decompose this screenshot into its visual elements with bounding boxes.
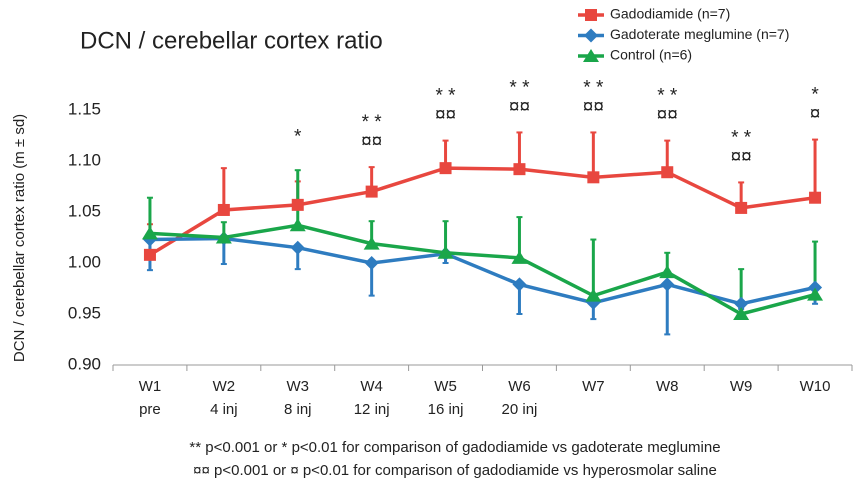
x-tick-label: W10: [800, 378, 831, 395]
x-tick-label: W3: [287, 378, 310, 395]
marker: [659, 265, 676, 279]
marker: [215, 230, 232, 244]
footnote: ¤¤ p<0.001 or ¤ p<0.01 for comparison of…: [193, 462, 717, 479]
x-tick-sublabel: 20 inj: [502, 401, 538, 418]
marker: [289, 218, 306, 232]
y-tick-label: 0.90: [68, 354, 101, 373]
x-tick-label: W1: [139, 378, 162, 395]
marker: [291, 198, 304, 211]
marker: [735, 201, 748, 214]
marker: [513, 163, 526, 176]
marker: [583, 49, 599, 62]
marker: [660, 277, 675, 292]
significance-saline: ¤¤: [731, 146, 752, 167]
marker: [734, 296, 749, 311]
series-line: [149, 223, 816, 316]
y-tick-label: 1.10: [68, 150, 101, 169]
x-tick-label: W7: [582, 378, 605, 395]
significance-saline: ¤¤: [583, 96, 604, 117]
x-tick-sublabel: 8 inj: [284, 401, 312, 418]
marker: [511, 250, 528, 264]
series-line: [149, 236, 816, 306]
marker: [807, 287, 824, 301]
x-tick-label: W6: [508, 378, 531, 395]
marker: [437, 245, 454, 259]
significance-saline: ¤¤: [361, 131, 382, 152]
x-tick-sublabel: 16 inj: [428, 401, 464, 418]
marker: [585, 9, 597, 21]
marker: [587, 171, 600, 184]
marker: [585, 288, 602, 302]
marker: [809, 191, 822, 204]
significance-star: * *: [657, 86, 678, 107]
x-tick-label: W8: [656, 378, 679, 395]
x-tick-label: W4: [360, 378, 383, 395]
legend-label: Control (n=6): [610, 47, 692, 63]
legend-label: Gadodiamide (n=7): [610, 6, 730, 22]
significance-star: * *: [731, 127, 752, 148]
x-tick-sublabel: pre: [139, 401, 161, 418]
significance-saline: ¤: [810, 104, 821, 125]
legend-label: Gadoterate meglumine (n=7): [610, 26, 789, 42]
significance-star: * *: [583, 77, 604, 98]
x-tick-sublabel: 4 inj: [210, 401, 238, 418]
y-tick-label: 1.15: [68, 99, 101, 118]
significance-saline: ¤¤: [657, 105, 678, 126]
y-axis-label: DCN / cerebellar cortex ratio (m ± sd): [11, 114, 28, 362]
significance-saline: ¤¤: [435, 105, 456, 126]
y-tick-label: 0.95: [68, 303, 101, 322]
significance-star: * *: [436, 86, 457, 107]
significance-saline: ¤¤: [509, 96, 530, 117]
y-tick-label: 1.00: [68, 252, 101, 271]
significance-star: *: [294, 126, 302, 147]
x-tick-sublabel: 12 inj: [354, 401, 390, 418]
y-tick-label: 1.05: [68, 201, 101, 220]
marker: [512, 277, 527, 292]
marker: [439, 162, 452, 175]
marker: [584, 28, 598, 43]
marker: [141, 226, 158, 240]
footnote: ** p<0.001 or * p<0.01 for comparison of…: [189, 439, 720, 456]
marker: [733, 307, 750, 320]
marker: [365, 185, 378, 198]
significance-star: * *: [362, 112, 383, 133]
marker: [661, 166, 674, 179]
significance-star: * *: [509, 77, 530, 98]
marker: [808, 280, 823, 295]
marker: [290, 240, 305, 255]
x-tick-label: W5: [434, 378, 457, 395]
marker: [217, 203, 230, 216]
marker: [143, 248, 156, 261]
marker: [363, 236, 380, 250]
significance-star: *: [811, 85, 819, 106]
x-tick-label: W9: [730, 378, 753, 395]
series-line: [149, 166, 816, 257]
marker: [364, 256, 379, 270]
x-tick-label: W2: [213, 378, 236, 395]
chart-title: DCN / cerebellar cortex ratio: [80, 27, 383, 54]
